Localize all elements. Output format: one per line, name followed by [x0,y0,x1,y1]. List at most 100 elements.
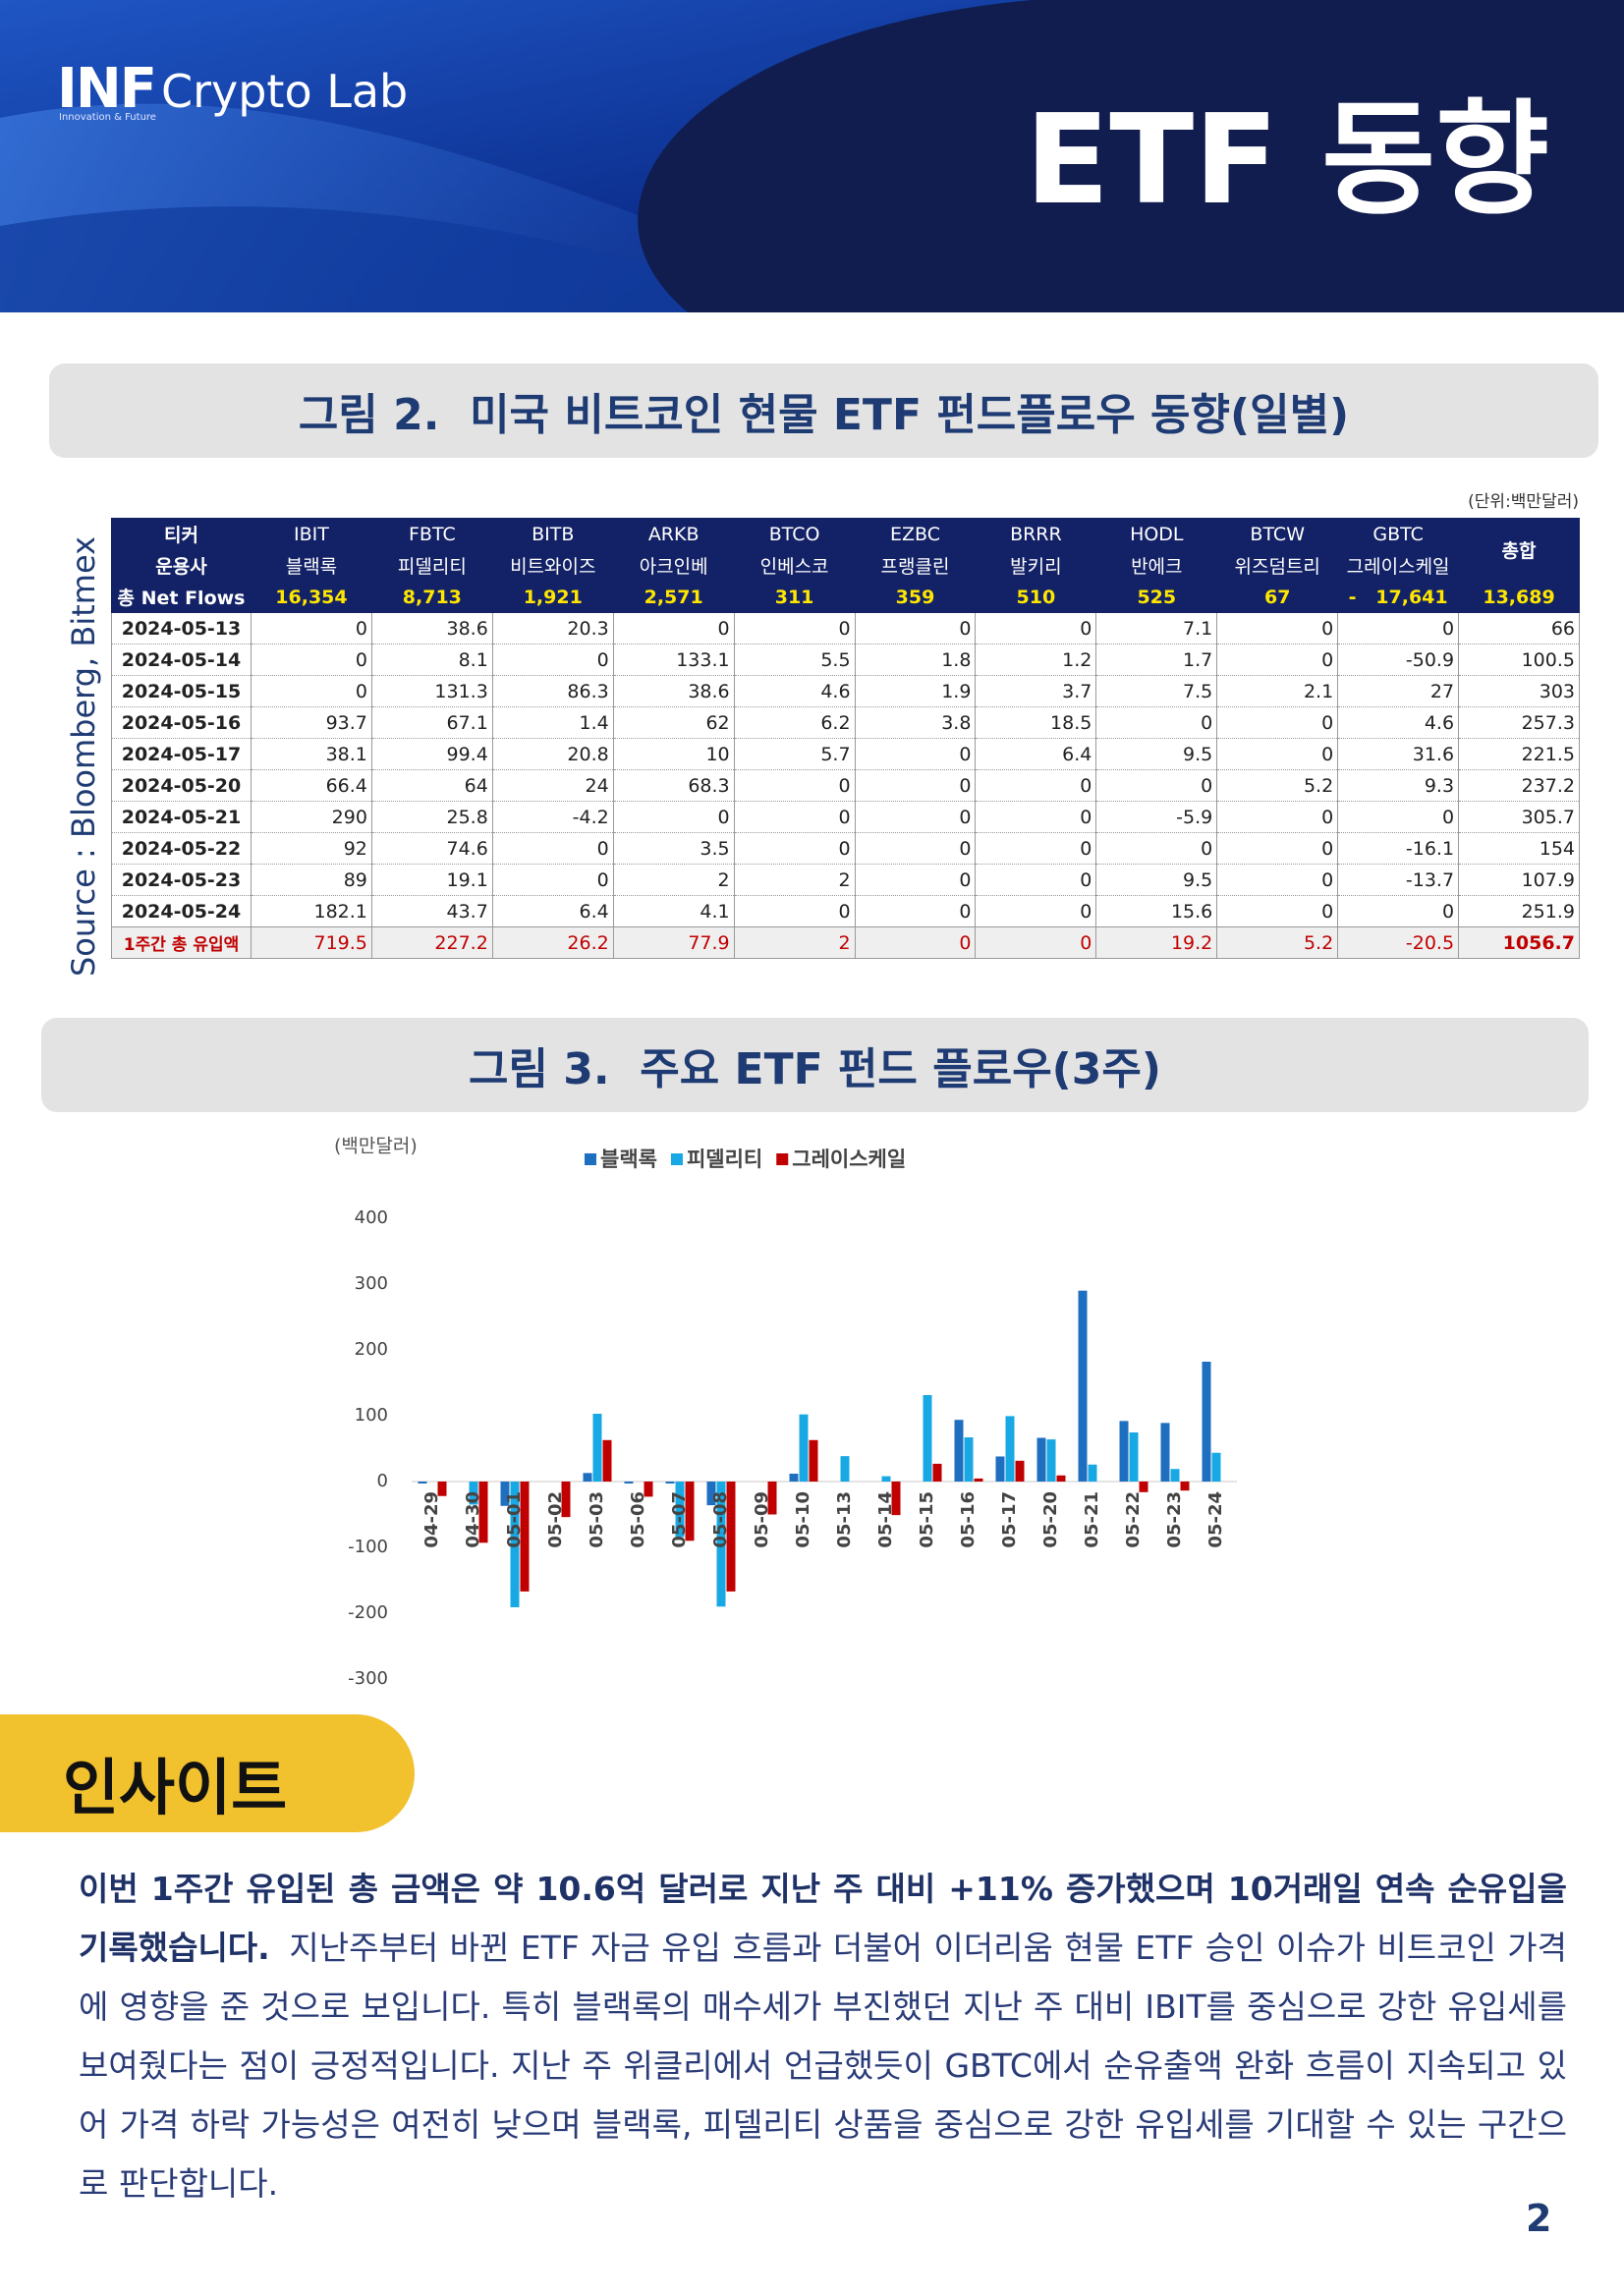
bar [500,1482,510,1506]
net-flow-cell: 1,921 [491,581,614,613]
value-cell: 9.5 [1095,864,1218,896]
legend-swatch [670,1153,683,1165]
bar [644,1482,653,1497]
bar [665,1482,675,1484]
manager-cell: 피델리티 [370,549,493,582]
insight-text: 지난주부터 바뀐 ETF 자금 유입 흐름과 더불어 이더리움 현물 ETF 승… [79,1929,1567,2203]
x-tick-label: 05-20 [1040,1491,1061,1548]
axis-title: (백만달러) [334,1136,418,1157]
logo-mark: INF [57,57,157,121]
value-cell: 66 [1458,612,1580,644]
ticker-cell: GBTC [1337,518,1460,550]
value-cell: 9.5 [1095,738,1218,770]
value-cell: 9.3 [1337,769,1460,802]
value-cell: -13.7 [1337,864,1460,896]
bar [469,1482,478,1505]
value-cell: 0 [733,769,856,802]
x-tick-label: 05-09 [752,1491,772,1548]
net-flow-cell: 311 [733,581,856,613]
value-cell: 4.6 [1337,706,1460,739]
total-cell: 0 [854,926,977,959]
value-cell: 0 [854,864,977,896]
header-cell: 운용사 [111,549,252,582]
logo-text: Crypto Lab [160,65,409,118]
bar [510,1482,520,1607]
value-cell: 64 [370,769,493,802]
ticker-cell: HODL [1095,518,1218,550]
ticker-cell: BITB [491,518,614,550]
table-row: 2024-05-22 92 74.6 0 3.5 0 0 0 0 0 -16.1 154 [111,832,1580,865]
bar [923,1395,932,1482]
bar [1015,1460,1025,1482]
value-cell: 93.7 [251,706,372,739]
source-note: Source : Bloomberg, Bitmex [65,535,102,978]
table-row: 2024-05-24 182.1 43.7 6.4 4.1 0 0 0 15.6 0 0 251.9 [111,895,1580,927]
x-tick-label: 05-13 [834,1491,855,1548]
manager-cell: 비트와이즈 [491,549,614,582]
total-cell: 1056.7 [1458,926,1580,959]
bar [706,1482,716,1506]
net-flow-cell: - 17,641 [1337,581,1460,613]
value-cell: 1.4 [491,706,614,739]
value-cell: 0 [733,612,856,644]
bar [583,1473,592,1482]
x-tick-label: 05-01 [504,1491,525,1548]
date-cell: 2024-05-20 [111,769,252,802]
x-tick-label: 05-08 [710,1491,731,1548]
x-tick-label: 05-06 [628,1491,648,1548]
value-cell: 62 [612,706,735,739]
bar [995,1456,1005,1482]
bar [1056,1475,1066,1482]
value-cell: 0 [1216,738,1339,770]
value-cell: 74.6 [370,832,493,865]
bar [809,1439,818,1482]
figure-title: 그림 3. 주요 ETF 펀드 플로우(3주) [41,1018,1589,1112]
date-cell: 2024-05-21 [111,801,252,833]
total-label: 1주간 총 유입액 [111,926,252,959]
value-cell: 0 [975,895,1097,927]
value-cell: 221.5 [1458,738,1580,770]
value-cell: 66.4 [251,769,372,802]
bar [675,1482,685,1538]
total-cell: 0 [975,926,1097,959]
value-cell: 0 [612,612,735,644]
ticker-cell: BTCO [733,518,856,550]
value-cell: 0 [612,801,735,833]
value-cell: -5.9 [1095,801,1218,833]
net-flow-cell: 13,689 [1458,581,1580,613]
x-tick-label: 05-23 [1164,1491,1185,1548]
value-cell: 3.5 [612,832,735,865]
manager-cell: 인베스코 [733,549,856,582]
bar [1180,1482,1190,1491]
total-cell: 5.2 [1216,926,1339,959]
value-cell: 8.1 [370,644,493,676]
manager-cell: 위즈덤트리 [1216,549,1339,582]
table-row: 2024-05-13 0 38.6 20.3 0 0 0 0 7.1 0 0 66 [111,612,1580,644]
value-cell: 0 [854,612,977,644]
bar [716,1482,726,1607]
value-cell: 0 [1216,864,1339,896]
value-cell: 0 [975,864,1097,896]
value-cell: 38.1 [251,738,372,770]
value-cell: 0 [854,832,977,865]
table-row: 2024-05-17 38.1 99.4 20.8 10 5.7 0 6.4 9.5 0 31.6 2… [111,738,1580,770]
y-tick-label: -100 [348,1537,388,1557]
value-cell: 0 [854,769,977,802]
x-tick-label: 05-22 [1123,1491,1144,1548]
bar [932,1463,942,1482]
bar [602,1439,612,1482]
value-cell: 6.4 [491,895,614,927]
net-flow-cell: 359 [854,581,977,613]
y-tick-label: -300 [348,1668,388,1689]
bar [881,1476,891,1482]
value-cell: 6.2 [733,706,856,739]
net-flow-cell: 16,354 [251,581,372,613]
bar [1036,1437,1046,1482]
table-row: 2024-05-16 93.7 67.1 1.4 62 6.2 3.8 18.5 0 0 4.6 25… [111,706,1580,739]
legend-swatch [585,1153,596,1165]
value-cell: 0 [1095,706,1218,739]
value-cell: 0 [975,769,1097,802]
total-cell: 26.2 [491,926,614,959]
logo: INF Crypto Lab Innovation & Future [57,57,409,123]
value-cell: 19.1 [370,864,493,896]
